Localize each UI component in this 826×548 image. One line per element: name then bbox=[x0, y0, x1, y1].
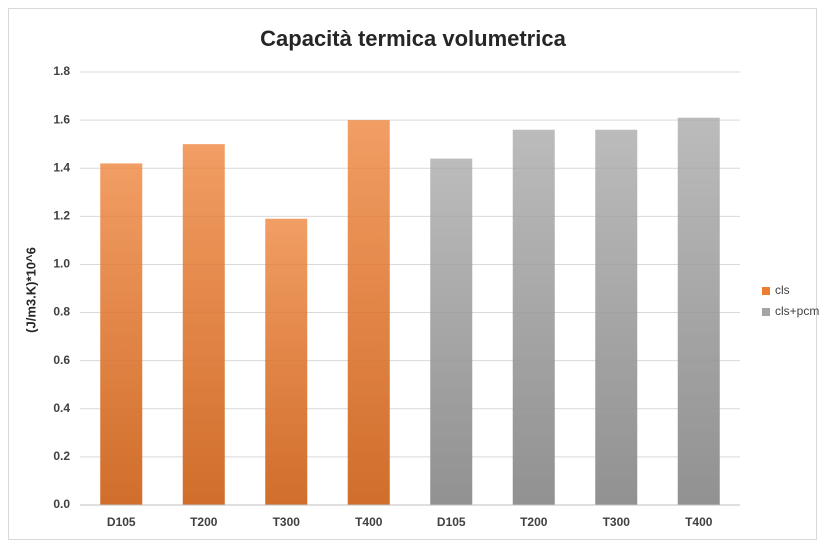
bar bbox=[512, 129, 555, 505]
bar bbox=[595, 129, 638, 505]
bar bbox=[677, 117, 720, 505]
chart-title: Capacità termica volumetrica bbox=[260, 26, 566, 51]
y-tick-label: 0.6 bbox=[53, 353, 70, 367]
bar bbox=[347, 120, 390, 505]
y-tick-label: 0.8 bbox=[53, 305, 70, 319]
y-tick-label: 0.0 bbox=[53, 497, 70, 511]
bar bbox=[100, 163, 143, 505]
x-tick-label: D105 bbox=[437, 515, 466, 529]
x-tick-label: T300 bbox=[603, 515, 631, 529]
y-tick-label: 0.2 bbox=[53, 449, 70, 463]
x-tick-label: T400 bbox=[355, 515, 383, 529]
bar bbox=[182, 144, 225, 505]
y-tick-label: 1.2 bbox=[53, 209, 70, 223]
x-tick-label: T200 bbox=[520, 515, 548, 529]
y-tick-label: 1.6 bbox=[53, 112, 70, 126]
x-tick-label: D105 bbox=[107, 515, 136, 529]
bar bbox=[430, 158, 473, 505]
bar bbox=[265, 218, 308, 505]
x-tick-label: T200 bbox=[190, 515, 218, 529]
y-tick-label: 1.0 bbox=[53, 257, 70, 271]
x-tick-label: T400 bbox=[685, 515, 713, 529]
x-tick-label: T300 bbox=[273, 515, 301, 529]
y-tick-label: 1.8 bbox=[53, 64, 70, 78]
y-axis-label: (J/m3.K)*10^6 bbox=[23, 247, 38, 333]
legend-swatch bbox=[762, 308, 770, 316]
y-tick-label: 0.4 bbox=[53, 401, 70, 415]
y-tick-label: 1.4 bbox=[53, 160, 70, 174]
legend-label: cls bbox=[775, 283, 790, 297]
legend-swatch bbox=[762, 287, 770, 295]
legend-label: cls+pcm bbox=[775, 304, 819, 318]
